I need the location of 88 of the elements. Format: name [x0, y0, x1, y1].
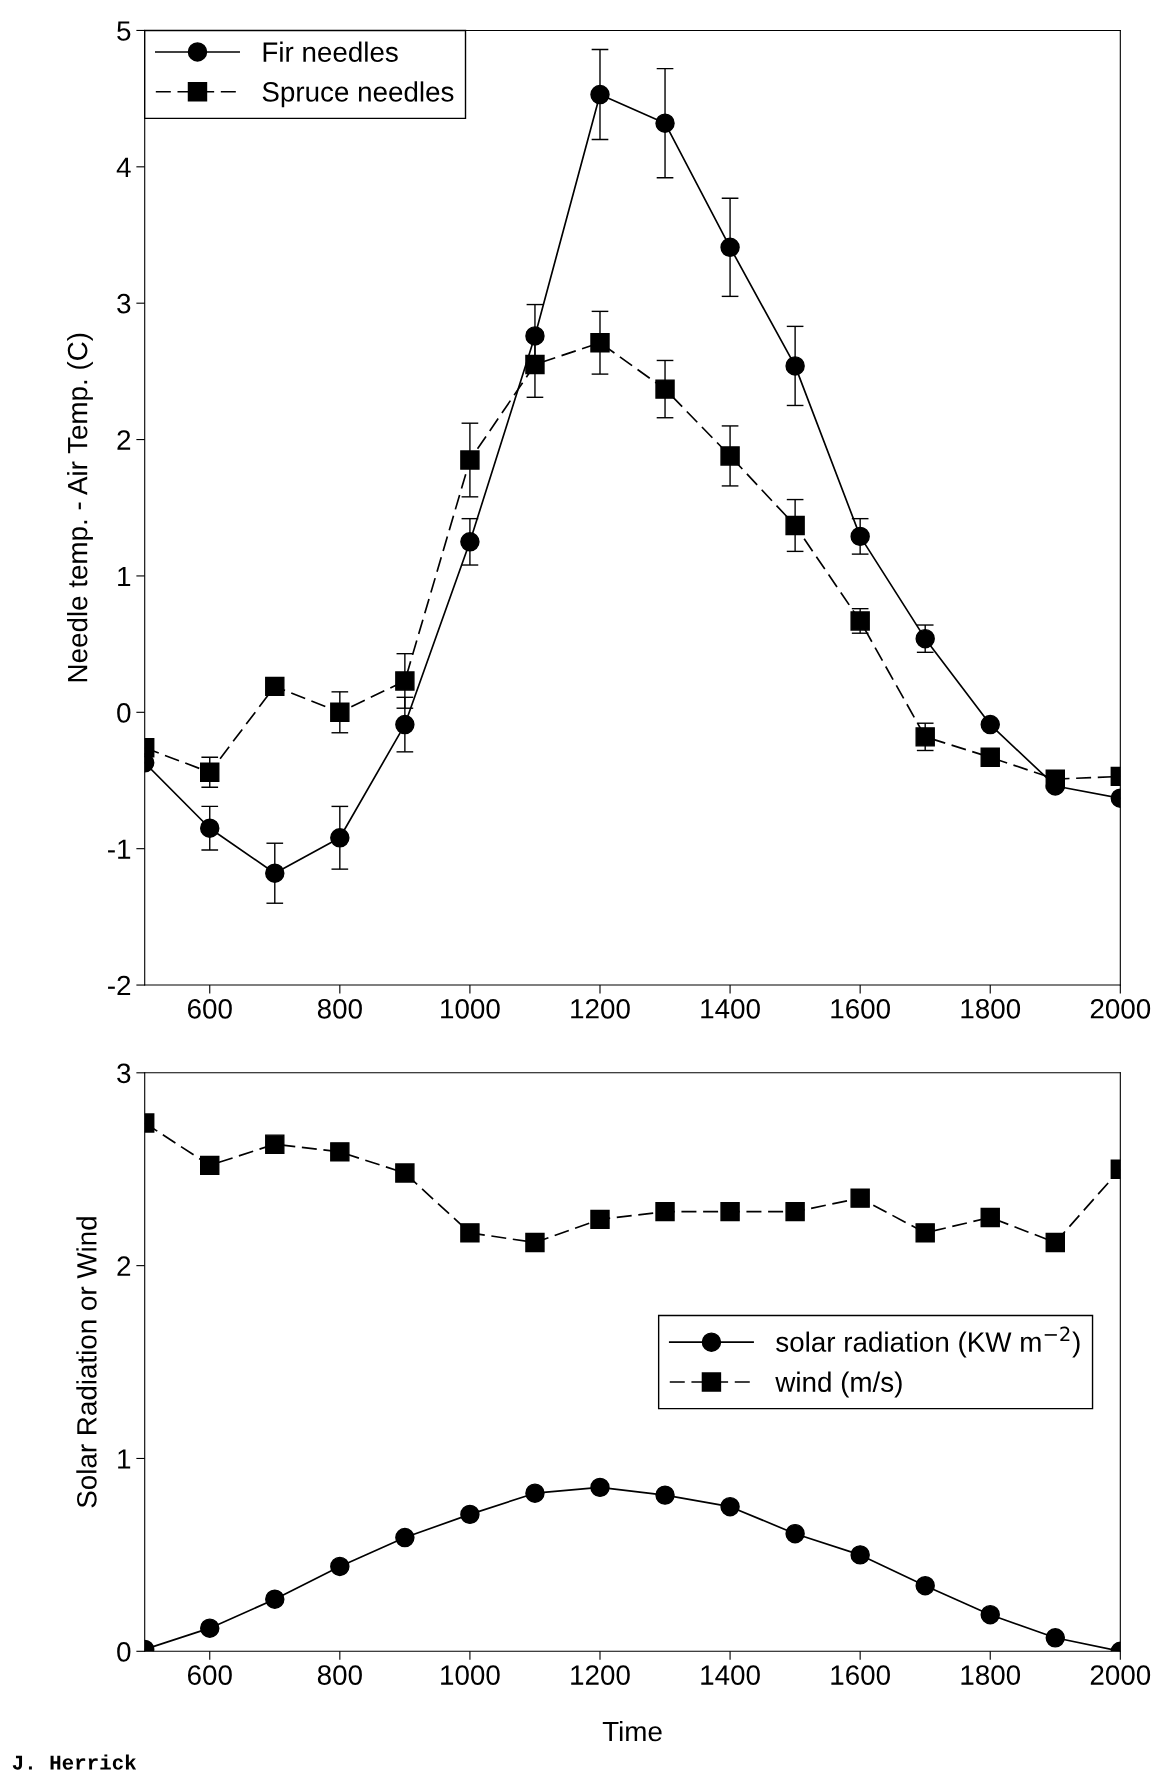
y-axis-title: Needle temp. - Air Temp. (C): [67, 333, 93, 682]
point: [785, 356, 805, 376]
point: [265, 1589, 285, 1609]
point: [1045, 1628, 1066, 1648]
x-axis-title: Time: [602, 1720, 662, 1742]
point: [525, 1483, 545, 1503]
point: [265, 863, 285, 883]
y-axis-title: Solar Radiation or Wind: [76, 1217, 97, 1508]
x-tick-label: 1200: [571, 998, 630, 1019]
y-tick-label: 1: [118, 566, 131, 586]
x-tick-label: 600: [187, 998, 232, 1019]
x-tick-label: 800: [317, 998, 362, 1019]
x-tick-label: 1800: [961, 1665, 1021, 1685]
point: [850, 526, 870, 547]
x-tick-label: 1400: [701, 998, 760, 1019]
x-tick-label: 1000: [441, 1665, 500, 1685]
point: [980, 1207, 1000, 1228]
point: [655, 1485, 675, 1505]
x-tick-label: 1600: [831, 1665, 890, 1685]
point: [1045, 1232, 1066, 1253]
point: [785, 1201, 805, 1222]
point: [590, 1209, 610, 1230]
point: [915, 727, 935, 747]
point: [720, 1201, 740, 1222]
point: [850, 1545, 870, 1565]
point: [590, 1477, 610, 1498]
point: [850, 1188, 870, 1208]
point: [460, 450, 480, 470]
point: [720, 237, 740, 258]
point: [395, 1163, 415, 1183]
x-tick-label: 1000: [441, 998, 500, 1019]
point: [460, 1504, 480, 1525]
point: [655, 1201, 675, 1222]
legend-label: wind (m/s): [775, 1371, 902, 1398]
point: [525, 1232, 545, 1253]
legend-label: solar radiation (KW m$^{−2}$): [776, 1326, 1080, 1358]
point: [785, 1523, 805, 1544]
x-tick-label: 1800: [961, 998, 1021, 1019]
y-tick-label: -1: [108, 839, 131, 859]
point: [590, 84, 610, 105]
point: [915, 1223, 935, 1243]
point: [265, 676, 285, 697]
point: [720, 1496, 740, 1517]
x-tick-label: 1400: [701, 1665, 760, 1685]
point: [200, 1155, 220, 1176]
point: [460, 532, 480, 552]
x-tick-label: 2000: [1090, 998, 1151, 1019]
point: [395, 1527, 415, 1548]
y-tick-label: -2: [108, 975, 131, 996]
y-tick-label: 3: [117, 1063, 131, 1084]
y-tick-label: 2: [117, 430, 131, 450]
point: [590, 333, 610, 353]
point: [330, 702, 350, 723]
point: [655, 379, 675, 399]
point: [980, 1604, 1000, 1625]
point: [330, 1142, 350, 1162]
y-tick-label: 2: [117, 1256, 131, 1276]
point: [785, 515, 805, 536]
point: [525, 326, 545, 346]
point: [200, 1618, 220, 1638]
legend-label: Fir needles: [263, 41, 398, 62]
point: [720, 446, 740, 466]
point: [395, 714, 415, 735]
point: [330, 828, 350, 848]
y-tick-label: 0: [117, 702, 131, 723]
y-tick-label: 1: [118, 1449, 131, 1469]
point: [915, 1576, 935, 1596]
y-tick-label: 3: [117, 293, 131, 314]
text: J. Herrick: [12, 1754, 137, 1770]
x-tick-label: 1200: [571, 1665, 630, 1685]
point: [200, 818, 220, 838]
y-tick-label: 4: [116, 157, 131, 177]
point: [980, 747, 1000, 768]
point: [395, 671, 415, 691]
point: [330, 1556, 350, 1577]
point: [460, 1223, 480, 1243]
point: [200, 762, 220, 783]
y-tick-label: 5: [117, 21, 131, 41]
x-tick-label: 1600: [831, 998, 890, 1019]
x-tick-label: 800: [317, 1665, 362, 1685]
legend-label: Spruce needles: [262, 81, 454, 108]
x-tick-label: 600: [187, 1665, 232, 1685]
point: [655, 113, 675, 133]
y-tick-label: 0: [117, 1641, 131, 1662]
point: [525, 354, 545, 375]
x-tick-label: 2000: [1090, 1665, 1151, 1685]
point: [265, 1134, 285, 1154]
point: [980, 714, 1000, 735]
